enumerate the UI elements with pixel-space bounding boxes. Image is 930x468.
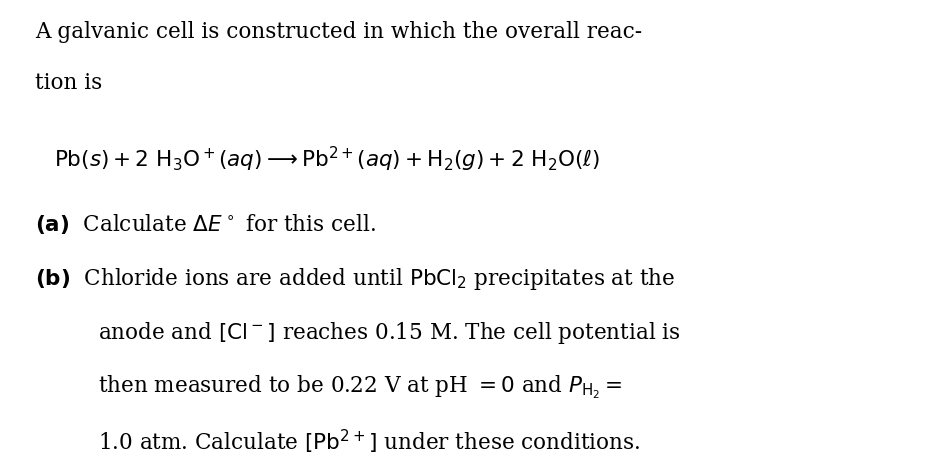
Text: $\mathbf{(b)}$  Chloride ions are added until $\mathrm{PbCl_2}$ precipitates at : $\mathbf{(b)}$ Chloride ions are added u… (35, 266, 676, 292)
Text: A galvanic cell is constructed in which the overall reac-: A galvanic cell is constructed in which … (35, 21, 643, 43)
Text: $\mathbf{(a)}$  Calculate $\Delta E^\circ$ for this cell.: $\mathbf{(a)}$ Calculate $\Delta E^\circ… (35, 212, 376, 236)
Text: anode and $[\mathrm{Cl}^-]$ reaches 0.15 M. The cell potential is: anode and $[\mathrm{Cl}^-]$ reaches 0.15… (98, 320, 681, 346)
Text: then measured to be 0.22 V at pH $= 0$ and $P_{\mathrm{H_2}} =$: then measured to be 0.22 V at pH $= 0$ a… (98, 373, 622, 401)
Text: tion is: tion is (35, 72, 102, 94)
Text: $\mathrm{Pb}(s) + 2\ \mathrm{H_3O^+}(aq) \longrightarrow \mathrm{Pb^{2+}}(aq) + : $\mathrm{Pb}(s) + 2\ \mathrm{H_3O^+}(aq)… (54, 145, 600, 174)
Text: 1.0 atm. Calculate $[\mathrm{Pb}^{2+}]$ under these conditions.: 1.0 atm. Calculate $[\mathrm{Pb}^{2+}]$ … (98, 427, 640, 456)
